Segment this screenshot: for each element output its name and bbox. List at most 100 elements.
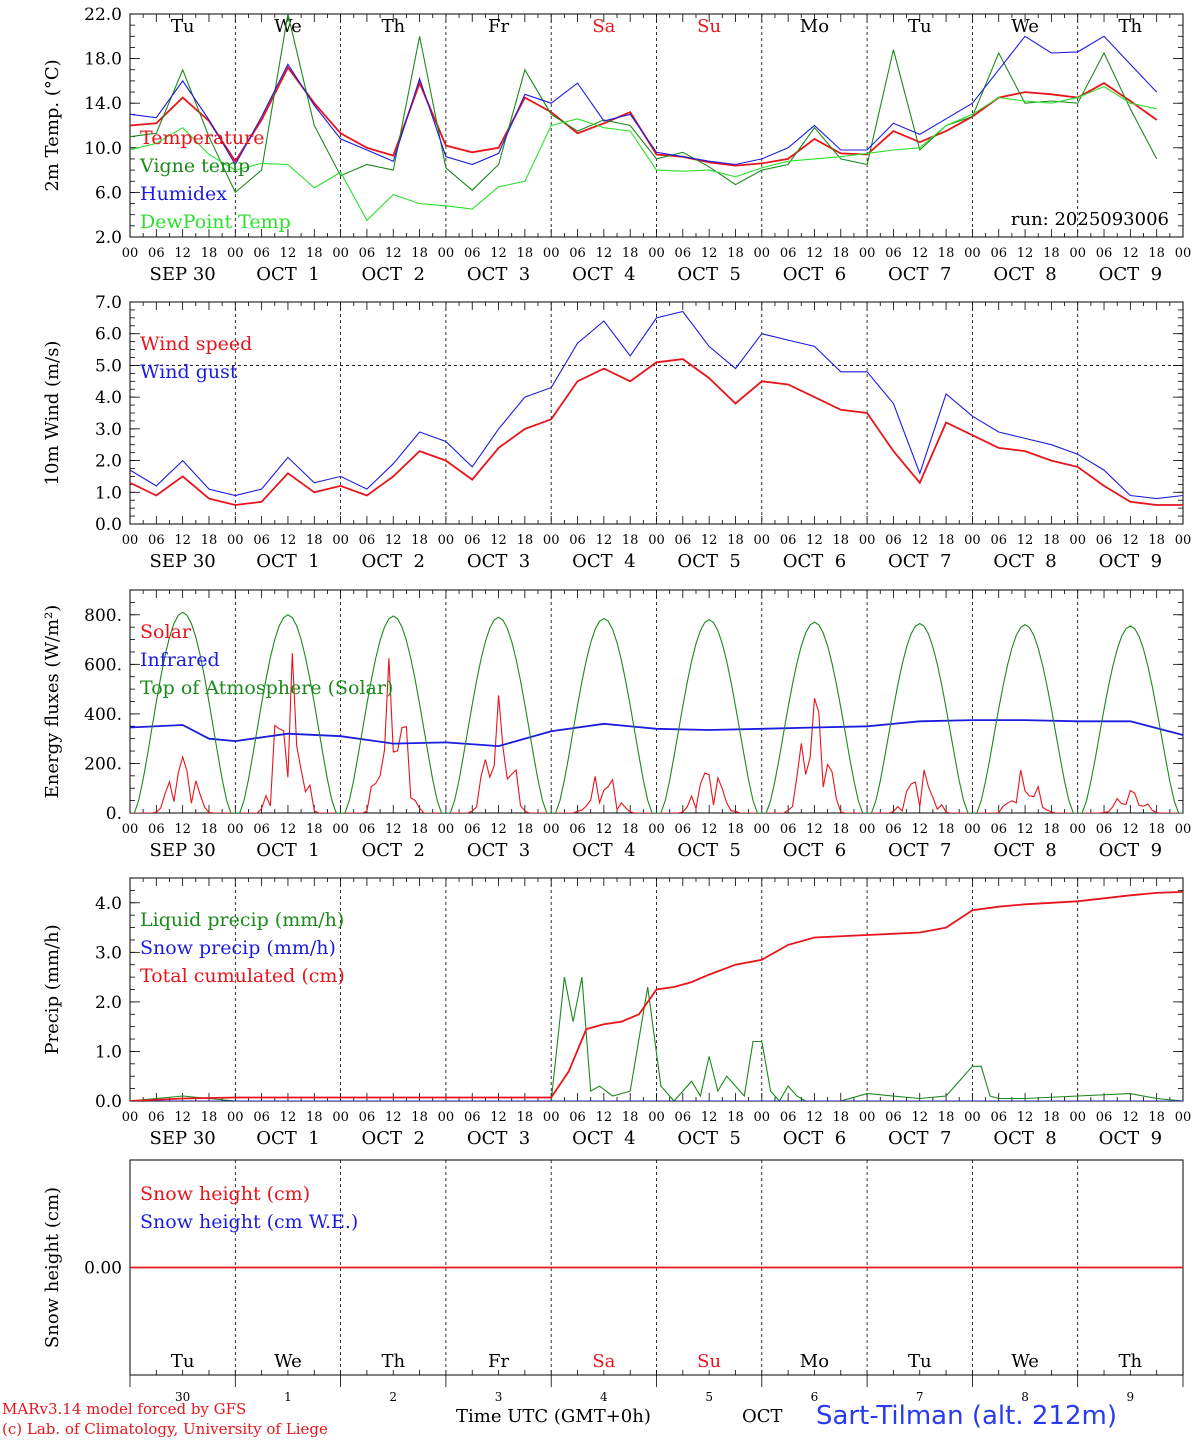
date-label: OCT 7 (888, 840, 951, 861)
y-tick-label: 0.00 (84, 1259, 122, 1279)
date-label: OCT 3 (467, 1128, 530, 1149)
hour-label: 18 (201, 533, 218, 548)
hour-label: 18 (517, 822, 534, 837)
date-label: OCT 8 (993, 551, 1056, 572)
y-tick-label: 800. (84, 606, 122, 626)
date-label: OCT 7 (888, 264, 951, 285)
hour-label: 06 (148, 822, 165, 837)
hour-label: 12 (280, 246, 297, 261)
day-name: Th (1119, 1351, 1143, 1372)
y-tick-label: 4.0 (95, 388, 122, 408)
hour-label: 06 (990, 822, 1007, 837)
hour-label: 06 (885, 1110, 902, 1125)
hour-label: 06 (464, 533, 481, 548)
hour-label: 00 (754, 533, 771, 548)
hour-label: 06 (569, 533, 586, 548)
hour-label: 06 (675, 246, 692, 261)
hour-label: 00 (543, 533, 560, 548)
hour-label: 06 (253, 246, 270, 261)
hour-label: 06 (675, 533, 692, 548)
hour-label: 18 (1148, 533, 1165, 548)
day-name: Fr (488, 1351, 509, 1372)
date-label: OCT 8 (993, 1128, 1056, 1149)
y-tick-label: 4.0 (95, 894, 122, 914)
hour-label: 00 (122, 822, 139, 837)
hour-label: 00 (648, 246, 665, 261)
hour-label: 06 (569, 246, 586, 261)
hour-label: 12 (490, 246, 507, 261)
date-label: OCT 2 (362, 264, 425, 285)
hour-label: 00 (1175, 822, 1192, 837)
panel-2: 0.0 1.0 2.0 3.0 4.0 5.0 6.0 7.0 10m Wind (m/s) 00… (42, 293, 1191, 572)
legend-entry: Infrared (140, 649, 220, 671)
hour-label: 18 (201, 1110, 218, 1125)
day-number: 1 (284, 1390, 292, 1404)
day-number: 3 (495, 1390, 503, 1404)
date-label: OCT 9 (1099, 840, 1162, 861)
hour-label: 12 (596, 246, 613, 261)
y-tick-label: 200. (84, 754, 122, 774)
series-line-total-cumulated-cm- (130, 891, 1183, 1101)
hour-label: 00 (227, 1110, 244, 1125)
hour-label: 00 (332, 533, 349, 548)
series-line-wind-gust (130, 310, 1183, 500)
hour-label: 18 (411, 1110, 428, 1125)
hour-label: 12 (174, 533, 191, 548)
hour-label: 18 (622, 1110, 639, 1125)
hour-label: 18 (938, 533, 955, 548)
hour-label: 00 (1175, 1110, 1192, 1125)
hour-label: 18 (833, 822, 850, 837)
hour-label: 06 (885, 822, 902, 837)
day-name: Tu (908, 16, 932, 37)
hour-label: 06 (569, 822, 586, 837)
legend-entry: Solar (140, 621, 192, 643)
hour-label: 00 (122, 246, 139, 261)
hour-label: 12 (596, 1110, 613, 1125)
day-name: Mo (800, 16, 829, 37)
date-label: SEP 30 (150, 551, 216, 572)
day-name: Th (381, 1351, 405, 1372)
hour-label: 00 (964, 1110, 981, 1125)
hour-label: 06 (569, 1110, 586, 1125)
legend-entry: Humidex (140, 183, 227, 205)
hour-label: 12 (174, 246, 191, 261)
hour-label: 00 (964, 246, 981, 261)
series-line-infrared (130, 719, 1183, 748)
hour-label: 12 (911, 1110, 928, 1125)
hour-label: 00 (122, 1110, 139, 1125)
date-label: OCT 9 (1099, 1128, 1162, 1149)
date-label: OCT 6 (783, 264, 846, 285)
hour-label: 06 (1096, 533, 1113, 548)
day-name: Mo (800, 1351, 829, 1372)
hour-label: 00 (227, 822, 244, 837)
series-line-humidex (130, 35, 1158, 166)
hour-label: 18 (517, 1110, 534, 1125)
series-line-wind-speed (130, 358, 1183, 506)
hour-label: 18 (622, 246, 639, 261)
date-label: OCT 6 (783, 551, 846, 572)
y-tick-label: 7.0 (95, 293, 122, 313)
hour-label: 06 (359, 246, 376, 261)
hour-label: 12 (385, 246, 402, 261)
legend-entry: Wind gust (140, 361, 238, 383)
date-label: OCT 3 (467, 264, 530, 285)
date-label: OCT 4 (572, 1128, 635, 1149)
hour-label: 12 (701, 822, 718, 837)
hour-label: 00 (1175, 533, 1192, 548)
date-label: OCT 4 (572, 264, 635, 285)
lab-credit: (c) Lab. of Climatology, University of L… (2, 1420, 328, 1438)
date-label: OCT 8 (993, 264, 1056, 285)
hour-label: 06 (148, 533, 165, 548)
hour-label: 18 (938, 822, 955, 837)
hour-label: 06 (1096, 822, 1113, 837)
day-number: 9 (1127, 1390, 1135, 1404)
hour-label: 18 (411, 533, 428, 548)
hour-label: 18 (1148, 822, 1165, 837)
day-number: 4 (600, 1390, 608, 1404)
hour-label: 12 (806, 822, 823, 837)
date-label: OCT 1 (256, 264, 319, 285)
y-tick-label: 0.0 (95, 515, 122, 535)
hour-label: 00 (859, 533, 876, 548)
hour-label: 06 (464, 1110, 481, 1125)
date-label: OCT 4 (572, 551, 635, 572)
